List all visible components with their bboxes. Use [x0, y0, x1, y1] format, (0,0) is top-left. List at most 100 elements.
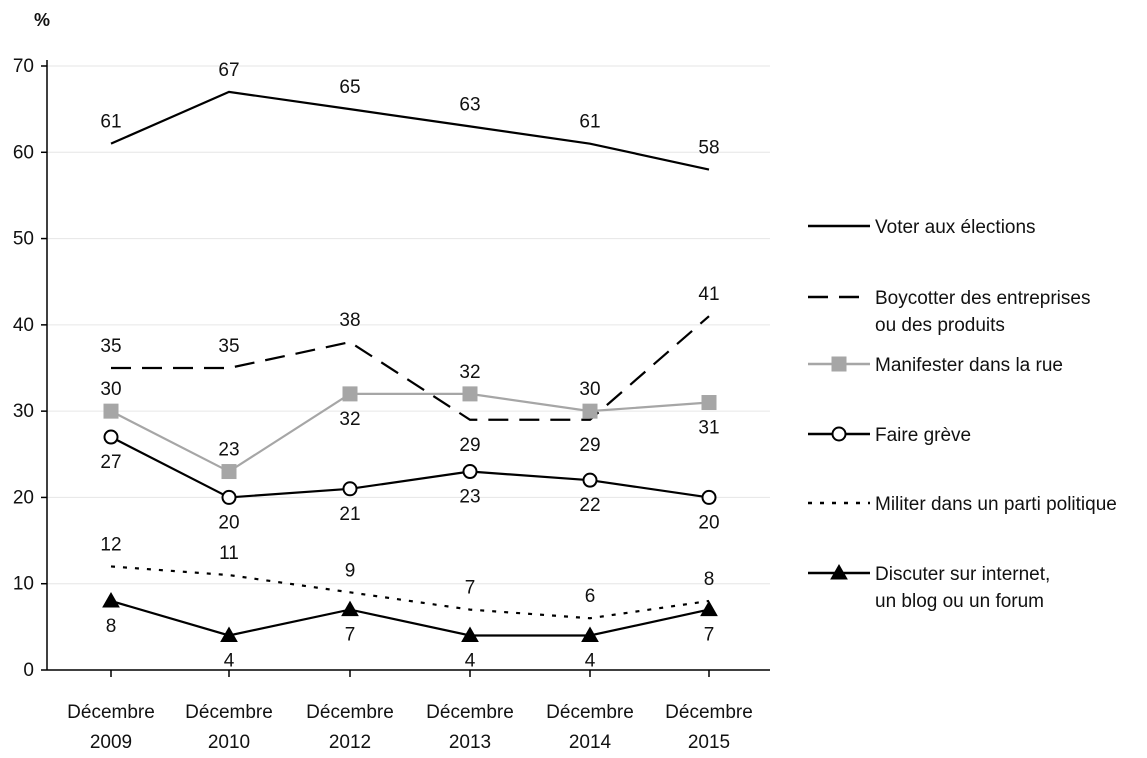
grid — [47, 65, 770, 585]
y-tick-label: 50 — [13, 229, 34, 250]
data-label: 9 — [345, 560, 356, 581]
data-point — [103, 403, 119, 419]
legend-label: Faire grève — [875, 425, 971, 446]
legend-label: Boycotter des entreprises ou des produits — [875, 288, 1090, 336]
legend-label: Discuter sur internet, un blog ou un foru… — [875, 564, 1050, 612]
data-label: 32 — [459, 362, 480, 383]
data-label: 4 — [465, 650, 476, 671]
y-tick-labels: 0 10 20 30 40 50 60 70 — [13, 56, 34, 681]
data-point — [582, 403, 598, 419]
data-point — [342, 386, 358, 402]
y-tick-label: 40 — [13, 315, 34, 336]
data-label: 35 — [218, 336, 239, 357]
x-tick-label: Décembre 2015 — [665, 702, 753, 753]
data-label: 29 — [579, 435, 600, 456]
x-tick-label: Décembre 2010 — [185, 702, 273, 753]
series-layer — [102, 90, 718, 642]
data-label: 23 — [218, 440, 239, 461]
data-label: 29 — [459, 435, 480, 456]
legend-label: Voter aux élections — [875, 217, 1036, 238]
y-tick-label: 0 — [23, 660, 34, 681]
series-4 — [110, 565, 710, 620]
data-label: 21 — [339, 504, 360, 525]
x-tick-label: Décembre 2013 — [426, 702, 514, 753]
data-point — [221, 464, 237, 480]
legend-swatch-marker — [831, 426, 847, 442]
x-tick-labels: Décembre 2009 Décembre 2010 Décembre 2012 Déce… — [67, 702, 753, 753]
data-label: 32 — [339, 409, 360, 430]
series-line — [111, 315, 710, 421]
data-label: 7 — [345, 625, 356, 646]
y-axis-unit-label: % — [34, 10, 50, 30]
legend-label: Militer dans un parti politique — [875, 494, 1117, 515]
data-label: 20 — [218, 512, 239, 533]
data-point — [102, 591, 120, 608]
data-label: 30 — [100, 379, 121, 400]
data-point — [701, 395, 717, 411]
data-point — [221, 489, 237, 505]
x-tick-label: Décembre 2009 — [67, 702, 155, 753]
y-tick-label: 60 — [13, 142, 34, 163]
legend-item: Faire grève — [808, 425, 971, 446]
data-point — [701, 489, 717, 505]
x-tick-label: Décembre 2014 — [546, 702, 634, 753]
data-label: 61 — [579, 112, 600, 133]
legend-swatch-marker — [831, 356, 847, 372]
data-label: 30 — [579, 379, 600, 400]
data-point — [342, 481, 358, 497]
data-label: 27 — [100, 452, 121, 473]
data-label: 67 — [218, 60, 239, 81]
series-1 — [111, 315, 710, 421]
data-point — [462, 464, 478, 480]
legend-item: Voter aux élections — [808, 217, 1036, 238]
series-line — [110, 599, 710, 637]
data-label: 65 — [339, 77, 360, 98]
x-tick-label: Décembre 2012 — [306, 702, 394, 753]
data-label: 23 — [459, 487, 480, 508]
data-label: 11 — [219, 543, 239, 564]
data-label: 7 — [704, 625, 715, 646]
legend-swatch-marker — [830, 563, 848, 580]
data-label: 41 — [698, 284, 719, 305]
series-line — [110, 392, 710, 473]
data-label: 31 — [698, 418, 719, 439]
data-point — [461, 626, 479, 642]
y-tick-label: 10 — [13, 574, 34, 595]
data-label: 4 — [585, 650, 596, 671]
series-line — [110, 565, 710, 620]
legend-item: Militer dans un parti politique — [808, 494, 1117, 515]
data-label: 12 — [100, 534, 121, 555]
series-5 — [102, 591, 718, 642]
series-line — [110, 90, 710, 171]
data-label: 61 — [100, 112, 121, 133]
legend-item: Boycotter des entreprises ou des produits — [808, 288, 1090, 336]
data-label: 63 — [459, 94, 480, 115]
data-label: 35 — [100, 336, 121, 357]
data-label: 20 — [698, 512, 719, 533]
data-label: 6 — [585, 586, 596, 607]
legend-label: Manifester dans la rue — [875, 355, 1063, 376]
data-point — [581, 626, 599, 642]
series-line — [110, 436, 710, 499]
data-point — [220, 626, 238, 642]
data-label: 58 — [698, 138, 719, 159]
data-label: 38 — [339, 310, 360, 331]
y-tick-label: 30 — [13, 401, 34, 422]
series-0 — [110, 90, 710, 171]
data-point — [462, 386, 478, 402]
data-point — [103, 429, 119, 445]
data-label: 8 — [106, 616, 117, 637]
series-2 — [103, 386, 717, 480]
legend-item: Discuter sur internet, un blog ou un foru… — [808, 563, 1050, 612]
data-label: 7 — [465, 578, 476, 599]
y-tick-label: 70 — [13, 56, 34, 77]
data-label: 8 — [704, 569, 715, 590]
data-label: 4 — [224, 650, 235, 671]
legend-item: Manifester dans la rue — [808, 355, 1063, 376]
y-tick-label: 20 — [13, 487, 34, 508]
data-label: 22 — [579, 495, 600, 516]
legend: Voter aux élections Boycotter des entrepr… — [808, 217, 1117, 612]
